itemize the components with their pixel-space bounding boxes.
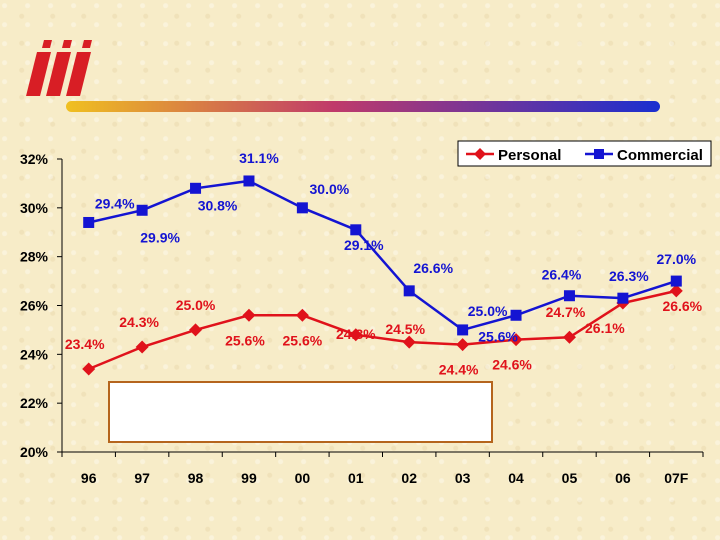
legend-box bbox=[457, 140, 712, 167]
x-tick-label: 01 bbox=[348, 470, 364, 486]
commercial-data-label: 26.3% bbox=[609, 268, 649, 284]
series-line-personal bbox=[88, 289, 677, 371]
legend-marker bbox=[594, 149, 604, 159]
legend: Personal Commercial bbox=[457, 140, 712, 167]
personal-point bbox=[562, 330, 576, 344]
x-tick-label: 02 bbox=[401, 470, 417, 486]
series-line-commercial bbox=[88, 179, 677, 332]
x-tick-label: 07F bbox=[664, 470, 689, 486]
personal-data-label: 23.4% bbox=[65, 336, 105, 352]
commercial-data-label: 30.0% bbox=[310, 181, 350, 197]
header-bar bbox=[66, 101, 660, 112]
personal-point bbox=[456, 338, 470, 352]
personal-point bbox=[402, 335, 416, 349]
commercial-point bbox=[617, 292, 629, 304]
personal-data-label: 24.3% bbox=[119, 314, 159, 330]
legend-label: Commercial bbox=[617, 147, 703, 164]
personal-point bbox=[669, 284, 683, 298]
x-tick-label: 04 bbox=[508, 470, 524, 486]
commercial-point bbox=[350, 224, 362, 236]
y-tick-label: 24% bbox=[20, 346, 49, 362]
personal-point bbox=[295, 308, 309, 322]
personal-data-label: 25.6% bbox=[225, 332, 265, 348]
commercial-data-label: 29.9% bbox=[140, 229, 180, 245]
y-tick-label: 28% bbox=[20, 249, 49, 265]
commercial-data-label: 26.4% bbox=[542, 267, 582, 283]
y-tick-label: 32% bbox=[20, 151, 49, 167]
commercial-data-label: 31.1% bbox=[239, 150, 279, 166]
x-tick-label: 97 bbox=[134, 470, 150, 486]
personal-data-label: 24.5% bbox=[385, 321, 425, 337]
series-layer bbox=[82, 175, 683, 376]
personal-data-label: 25.6% bbox=[283, 332, 323, 348]
legend-marker bbox=[474, 148, 486, 160]
personal-point bbox=[189, 323, 203, 337]
x-tick-label: 99 bbox=[241, 470, 257, 486]
commercial-point bbox=[296, 202, 308, 214]
personal-data-label: 24.8% bbox=[336, 326, 376, 342]
personal-point bbox=[82, 362, 96, 376]
personal-data-label: 24.4% bbox=[439, 362, 479, 378]
personal-point bbox=[135, 340, 149, 354]
commercial-data-label: 29.1% bbox=[344, 237, 384, 253]
personal-point bbox=[509, 333, 523, 347]
commercial-point bbox=[670, 275, 682, 287]
personal-point bbox=[349, 328, 363, 342]
commercial-data-label: 30.8% bbox=[198, 197, 238, 213]
personal-point bbox=[242, 308, 256, 322]
commercial-data-label: 29.4% bbox=[95, 195, 135, 211]
personal-data-label: 25.0% bbox=[176, 297, 216, 313]
personal-data-label: 26.6% bbox=[662, 298, 702, 314]
commercial-point bbox=[403, 285, 415, 297]
commercial-point bbox=[243, 175, 255, 187]
y-tick-label: 26% bbox=[20, 298, 49, 314]
data-labels: 23.4% 24.3% 25.0% 25.6% 25.6% 24.8% 24.5% 24.4%… bbox=[65, 150, 703, 378]
x-tick-label: 96 bbox=[81, 470, 97, 486]
blank-annotation-box bbox=[108, 381, 493, 443]
commercial-point bbox=[190, 182, 202, 194]
commercial-point bbox=[457, 324, 469, 336]
x-tick-label: 05 bbox=[562, 470, 578, 486]
commercial-point bbox=[510, 309, 522, 321]
commercial-data-label: 26.6% bbox=[413, 260, 453, 276]
commercial-data-label: 25.0% bbox=[468, 303, 508, 319]
commercial-data-label: 27.0% bbox=[656, 251, 696, 267]
x-tick-label: 06 bbox=[615, 470, 631, 486]
commercial-point bbox=[136, 204, 148, 216]
commercial-point bbox=[83, 216, 95, 228]
personal-data-label: 26.1% bbox=[585, 320, 625, 336]
y-tick-label: 20% bbox=[20, 444, 49, 460]
x-tick-label: 00 bbox=[295, 470, 311, 486]
x-tick-label: 03 bbox=[455, 470, 471, 486]
commercial-point bbox=[563, 290, 575, 302]
personal-data-label: 24.6% bbox=[492, 357, 532, 373]
y-axis-ticks: 20% 22% 24% 26% 28% 30% 32% bbox=[20, 151, 62, 460]
commercial-data-label: 25.6% bbox=[478, 328, 518, 344]
y-tick-label: 22% bbox=[20, 395, 49, 411]
personal-data-label: 24.7% bbox=[546, 304, 586, 320]
iii-logo bbox=[26, 40, 93, 96]
x-tick-label: 98 bbox=[188, 470, 204, 486]
legend-label: Personal bbox=[498, 147, 561, 164]
y-tick-label: 30% bbox=[20, 200, 49, 216]
x-axis-ticks: 96 97 98 99 00 01 02 03 04 05 06 07F bbox=[61, 452, 704, 486]
